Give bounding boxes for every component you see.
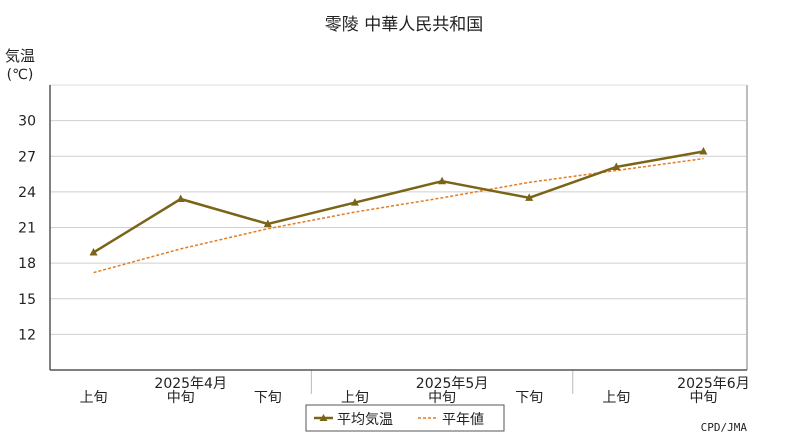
x-tick-label: 上旬 — [341, 390, 369, 406]
y-axis-unit: (℃) — [7, 67, 34, 83]
chart-title: 零陵 中華人民共和国 — [325, 15, 483, 35]
legend-box — [305, 404, 505, 432]
y-tick-label: 18 — [18, 256, 36, 272]
y-tick-label: 24 — [18, 185, 36, 201]
x-tick-label: 中旬 — [167, 390, 195, 406]
x-tick-label: 上旬 — [602, 390, 630, 406]
y-tick-label: 30 — [18, 114, 36, 130]
grid-lines — [50, 120, 747, 394]
legend: 平均気温 平年値 — [305, 404, 505, 432]
x-tick-label: 下旬 — [254, 390, 282, 406]
x-tick-label: 上旬 — [80, 390, 108, 406]
x-tick-label: 下旬 — [515, 390, 543, 406]
data-point-avg — [438, 176, 447, 185]
x-tick-label: 中旬 — [689, 390, 717, 406]
y-tick-labels: 12 15 18 21 24 27 30 — [18, 114, 36, 344]
legend-label-normal: 平年値 — [442, 412, 484, 428]
y-axis-label: 気温 — [5, 47, 35, 65]
credit-label: CPD/JMA — [701, 421, 748, 434]
y-tick-label: 15 — [18, 292, 36, 308]
y-tick-label: 21 — [18, 221, 36, 237]
data-point-avg — [89, 247, 98, 256]
series-line-avg — [92, 150, 704, 254]
legend-label-avg: 平均気温 — [337, 412, 393, 428]
x-tick-label: 中旬 — [428, 390, 456, 406]
data-point-avg — [699, 147, 708, 155]
month-label: 2025年5月 — [416, 376, 489, 392]
data-point-avg — [350, 198, 359, 206]
legend-marker-avg — [319, 414, 328, 421]
data-point-avg — [176, 194, 185, 202]
data-point-avg — [525, 193, 534, 201]
month-label: 2025年4月 — [154, 376, 227, 392]
series-layer — [89, 147, 708, 274]
data-point-avg — [263, 219, 272, 227]
month-label: 2025年6月 — [677, 376, 750, 392]
y-tick-label: 12 — [18, 327, 36, 343]
data-point-avg — [612, 162, 621, 170]
y-tick-label: 27 — [18, 149, 36, 165]
series-line-normal — [93, 157, 704, 274]
